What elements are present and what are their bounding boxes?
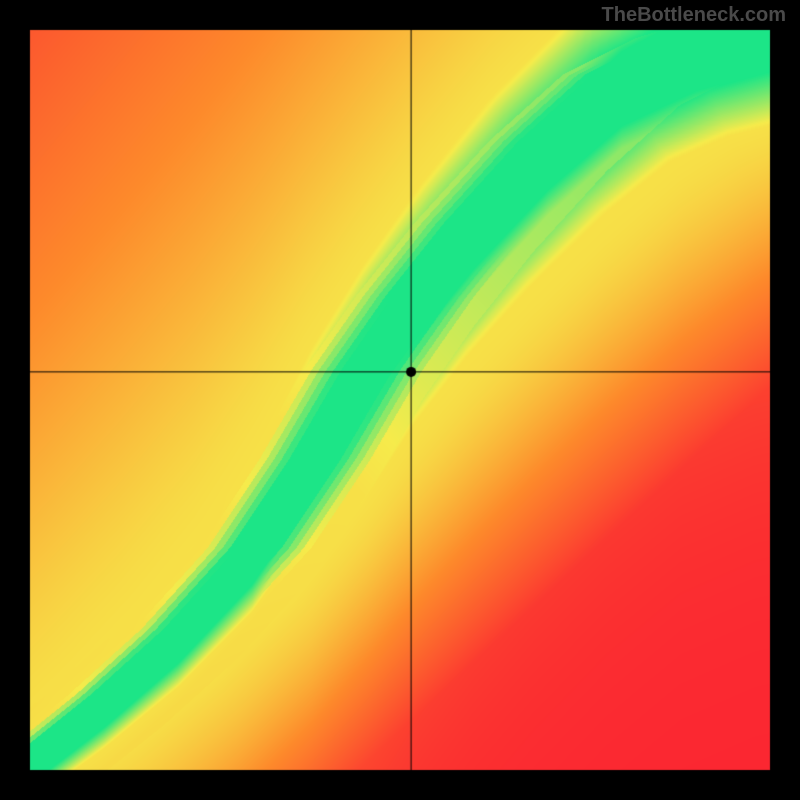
watermark-text: TheBottleneck.com — [602, 4, 786, 27]
chart-container: TheBottleneck.com — [0, 0, 800, 800]
bottleneck-heatmap — [0, 0, 800, 800]
